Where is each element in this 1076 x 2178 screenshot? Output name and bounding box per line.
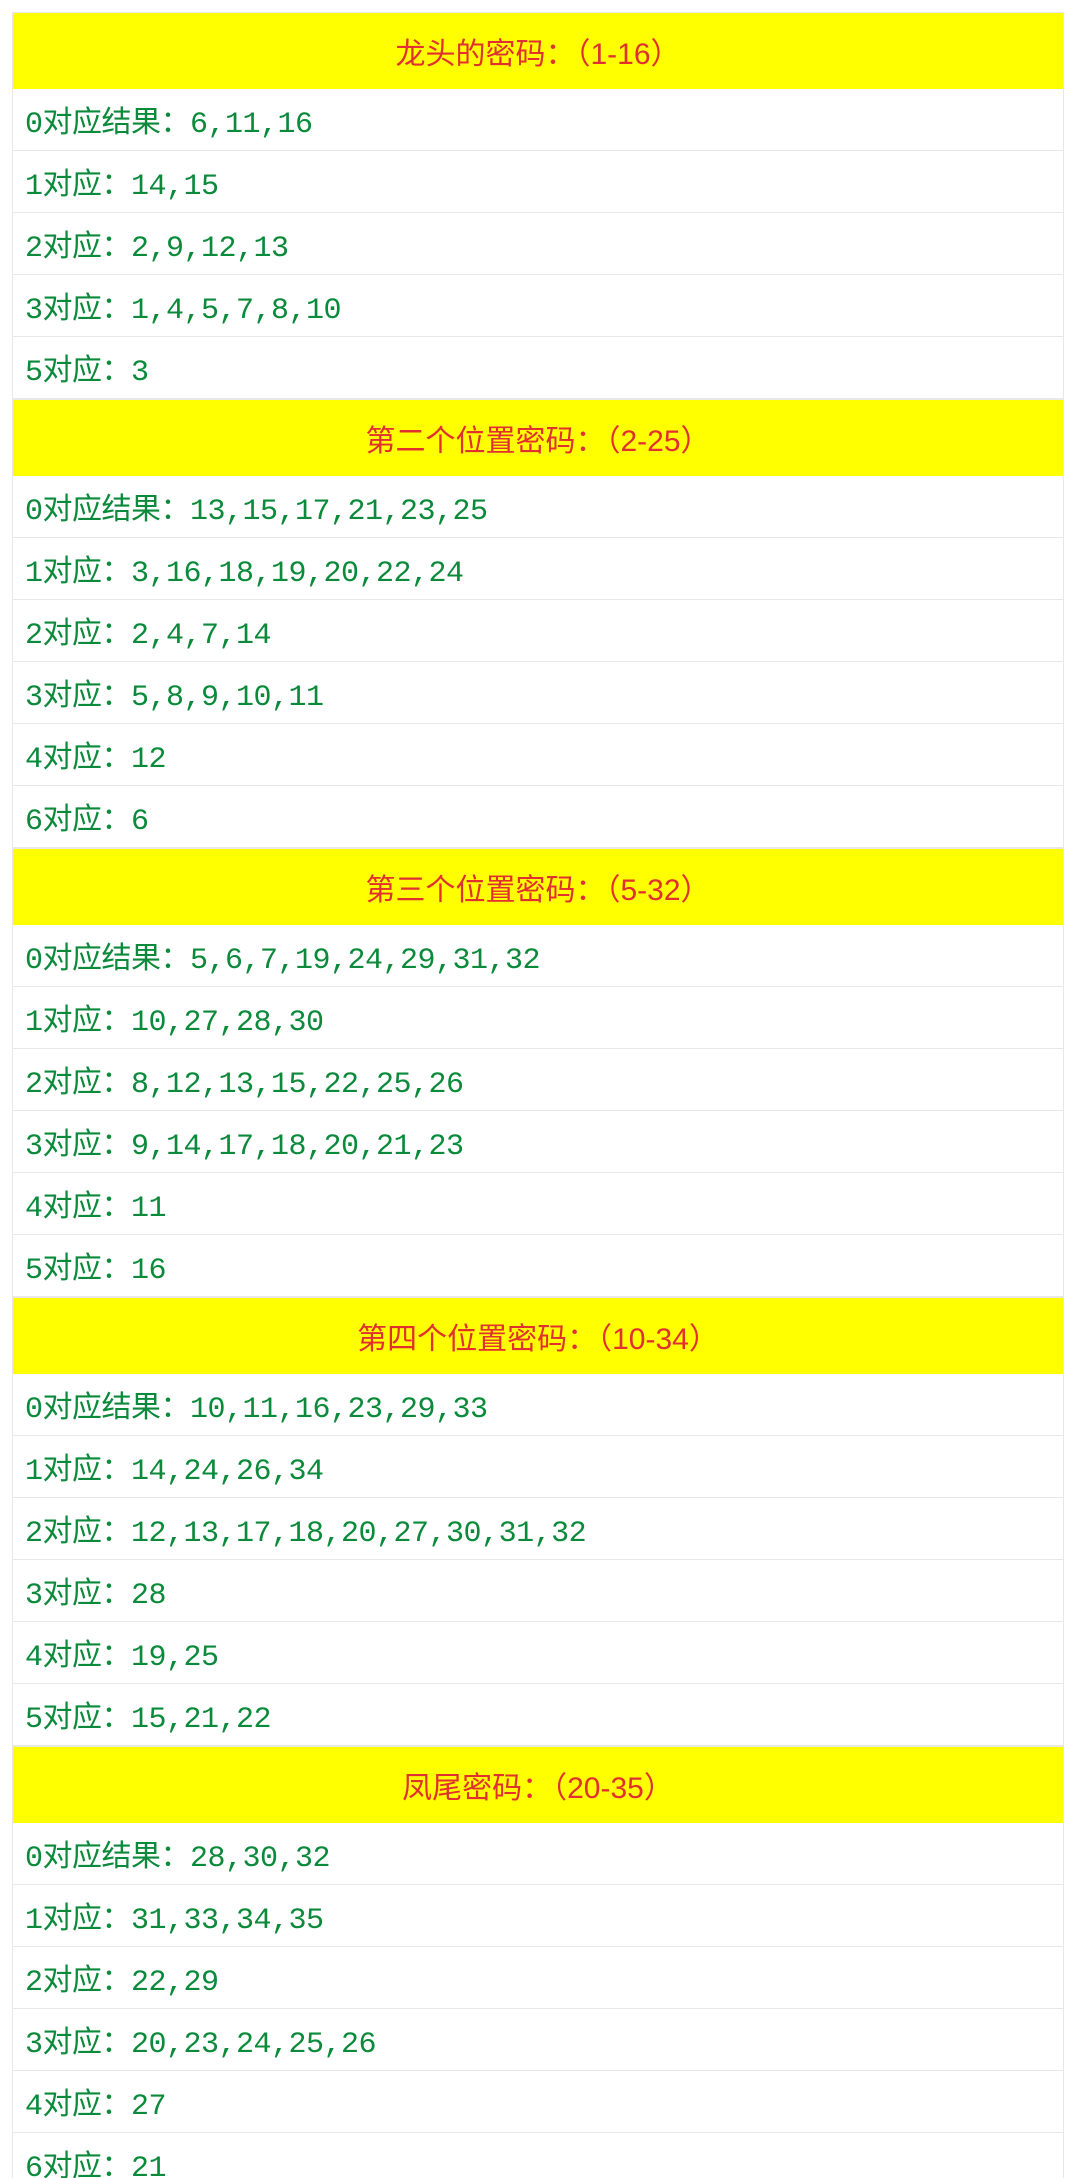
data-row: 0对应结果：13,15,17,21,23,25 xyxy=(12,476,1064,538)
data-row: 6对应：6 xyxy=(12,786,1064,848)
data-row: 3对应：9,14,17,18,20,21,23 xyxy=(12,1111,1064,1173)
section-4: 凤尾密码：（20-35）0对应结果：28,30,321对应：31,33,34,3… xyxy=(12,1746,1064,2178)
section-header: 龙头的密码：（1-16） xyxy=(12,12,1064,89)
data-row: 0对应结果：5,6,7,19,24,29,31,32 xyxy=(12,925,1064,987)
data-row: 3对应：1,4,5,7,8,10 xyxy=(12,275,1064,337)
data-row: 6对应：21 xyxy=(12,2133,1064,2178)
data-row: 4对应：27 xyxy=(12,2071,1064,2133)
data-row: 5对应：15,21,22 xyxy=(12,1684,1064,1746)
data-row: 5对应：3 xyxy=(12,337,1064,399)
data-row: 1对应：10,27,28,30 xyxy=(12,987,1064,1049)
data-row: 0对应结果：6,11,16 xyxy=(12,89,1064,151)
section-header: 第二个位置密码：（2-25） xyxy=(12,399,1064,476)
section-header: 凤尾密码：（20-35） xyxy=(12,1746,1064,1823)
data-row: 4对应：12 xyxy=(12,724,1064,786)
data-row: 3对应：28 xyxy=(12,1560,1064,1622)
section-2: 第三个位置密码：（5-32）0对应结果：5,6,7,19,24,29,31,32… xyxy=(12,848,1064,1297)
data-row: 3对应：5,8,9,10,11 xyxy=(12,662,1064,724)
data-row: 3对应：20,23,24,25,26 xyxy=(12,2009,1064,2071)
section-header: 第四个位置密码：（10-34） xyxy=(12,1297,1064,1374)
section-header: 第三个位置密码：（5-32） xyxy=(12,848,1064,925)
data-row: 2对应：2,9,12,13 xyxy=(12,213,1064,275)
data-row: 4对应：11 xyxy=(12,1173,1064,1235)
table-container: 龙头的密码：（1-16）0对应结果：6,11,161对应：14,152对应：2,… xyxy=(0,0,1076,2178)
data-row: 4对应：19,25 xyxy=(12,1622,1064,1684)
data-row: 2对应：12,13,17,18,20,27,30,31,32 xyxy=(12,1498,1064,1560)
data-row: 0对应结果：10,11,16,23,29,33 xyxy=(12,1374,1064,1436)
section-3: 第四个位置密码：（10-34）0对应结果：10,11,16,23,29,331对… xyxy=(12,1297,1064,1746)
data-row: 1对应：14,15 xyxy=(12,151,1064,213)
data-row: 2对应：22,29 xyxy=(12,1947,1064,2009)
data-row: 1对应：31,33,34,35 xyxy=(12,1885,1064,1947)
data-row: 2对应：8,12,13,15,22,25,26 xyxy=(12,1049,1064,1111)
data-row: 5对应：16 xyxy=(12,1235,1064,1297)
data-row: 0对应结果：28,30,32 xyxy=(12,1823,1064,1885)
section-0: 龙头的密码：（1-16）0对应结果：6,11,161对应：14,152对应：2,… xyxy=(12,12,1064,399)
data-row: 1对应：3,16,18,19,20,22,24 xyxy=(12,538,1064,600)
section-1: 第二个位置密码：（2-25）0对应结果：13,15,17,21,23,251对应… xyxy=(12,399,1064,848)
data-row: 2对应：2,4,7,14 xyxy=(12,600,1064,662)
data-row: 1对应：14,24,26,34 xyxy=(12,1436,1064,1498)
